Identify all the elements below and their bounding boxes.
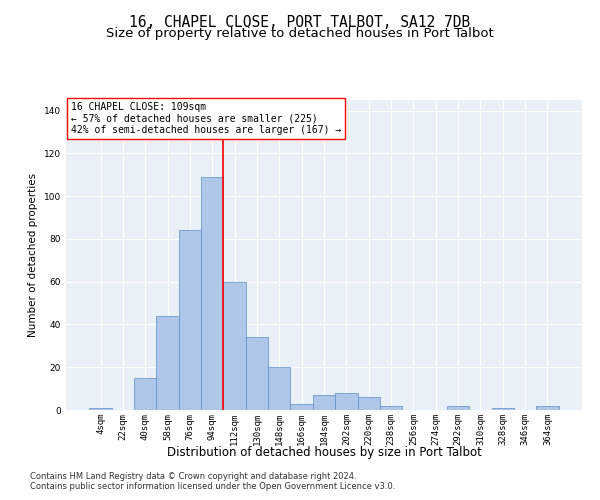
Bar <box>89 408 112 410</box>
Bar <box>491 408 514 410</box>
Bar <box>380 406 402 410</box>
Text: Contains public sector information licensed under the Open Government Licence v3: Contains public sector information licen… <box>30 482 395 491</box>
Text: 16 CHAPEL CLOSE: 109sqm
← 57% of detached houses are smaller (225)
42% of semi-d: 16 CHAPEL CLOSE: 109sqm ← 57% of detache… <box>71 102 341 134</box>
Bar <box>358 397 380 410</box>
Bar <box>157 316 179 410</box>
Bar <box>447 406 469 410</box>
Bar <box>268 367 290 410</box>
Y-axis label: Number of detached properties: Number of detached properties <box>28 173 38 337</box>
Bar <box>335 393 358 410</box>
Bar <box>536 406 559 410</box>
Bar <box>134 378 157 410</box>
Text: Distribution of detached houses by size in Port Talbot: Distribution of detached houses by size … <box>167 446 481 459</box>
Bar <box>313 395 335 410</box>
Text: Contains HM Land Registry data © Crown copyright and database right 2024.: Contains HM Land Registry data © Crown c… <box>30 472 356 481</box>
Bar <box>290 404 313 410</box>
Bar <box>179 230 201 410</box>
Text: Size of property relative to detached houses in Port Talbot: Size of property relative to detached ho… <box>106 28 494 40</box>
Text: 16, CHAPEL CLOSE, PORT TALBOT, SA12 7DB: 16, CHAPEL CLOSE, PORT TALBOT, SA12 7DB <box>130 15 470 30</box>
Bar <box>201 177 223 410</box>
Bar <box>246 338 268 410</box>
Bar <box>223 282 246 410</box>
